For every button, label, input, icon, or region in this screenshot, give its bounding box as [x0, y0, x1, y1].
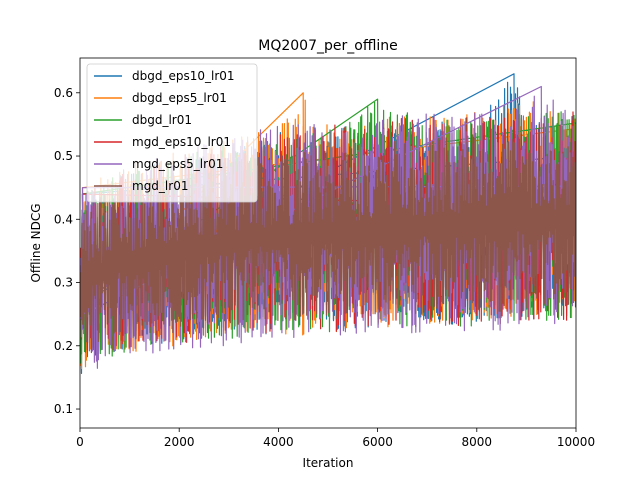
x-axis-label: Iteration: [303, 456, 354, 470]
x-tick-label: 0: [76, 435, 84, 449]
x-tick-label: 8000: [462, 435, 493, 449]
y-tick-label: 0.2: [54, 339, 73, 353]
legend-label-dbgd_eps5_lr01: dbgd_eps5_lr01: [132, 91, 227, 105]
legend-label-mgd_eps10_lr01: mgd_eps10_lr01: [132, 135, 231, 149]
y-tick-label: 0.1: [54, 402, 73, 416]
series-line-mgd_lr01: [80, 132, 576, 354]
x-tick-label: 4000: [263, 435, 294, 449]
legend-label-mgd_eps5_lr01: mgd_eps5_lr01: [132, 157, 223, 171]
y-axis-label: Offline NDCG: [29, 203, 43, 282]
x-axis: 0 2000 4000 6000 8000 10000: [76, 428, 595, 449]
legend-box: [86, 63, 258, 203]
series-layer: [80, 73, 576, 374]
legend-label-dbgd_eps10_lr01: dbgd_eps10_lr01: [132, 69, 235, 83]
y-tick-label: 0.6: [54, 86, 73, 100]
y-axis: 0.1 0.2 0.3 0.4 0.5 0.6: [54, 86, 80, 416]
plot-frame: [79, 57, 577, 429]
chart-title: MQ2007_per_offline: [258, 38, 397, 54]
x-tick-label: 6000: [362, 435, 393, 449]
x-tick-label: 10000: [557, 435, 595, 449]
y-tick-label: 0.3: [54, 276, 73, 290]
legend-label-mgd_lr01: mgd_lr01: [132, 179, 188, 193]
y-tick-label: 0.5: [54, 149, 73, 163]
x-tick-label: 2000: [164, 435, 195, 449]
legend: dbgd_eps10_lr01 dbgd_eps5_lr01 dbgd_lr01mg…: [86, 63, 258, 203]
legend-label-dbgd_lr01: dbgd_lr01: [132, 113, 192, 127]
y-tick-label: 0.4: [54, 212, 73, 226]
